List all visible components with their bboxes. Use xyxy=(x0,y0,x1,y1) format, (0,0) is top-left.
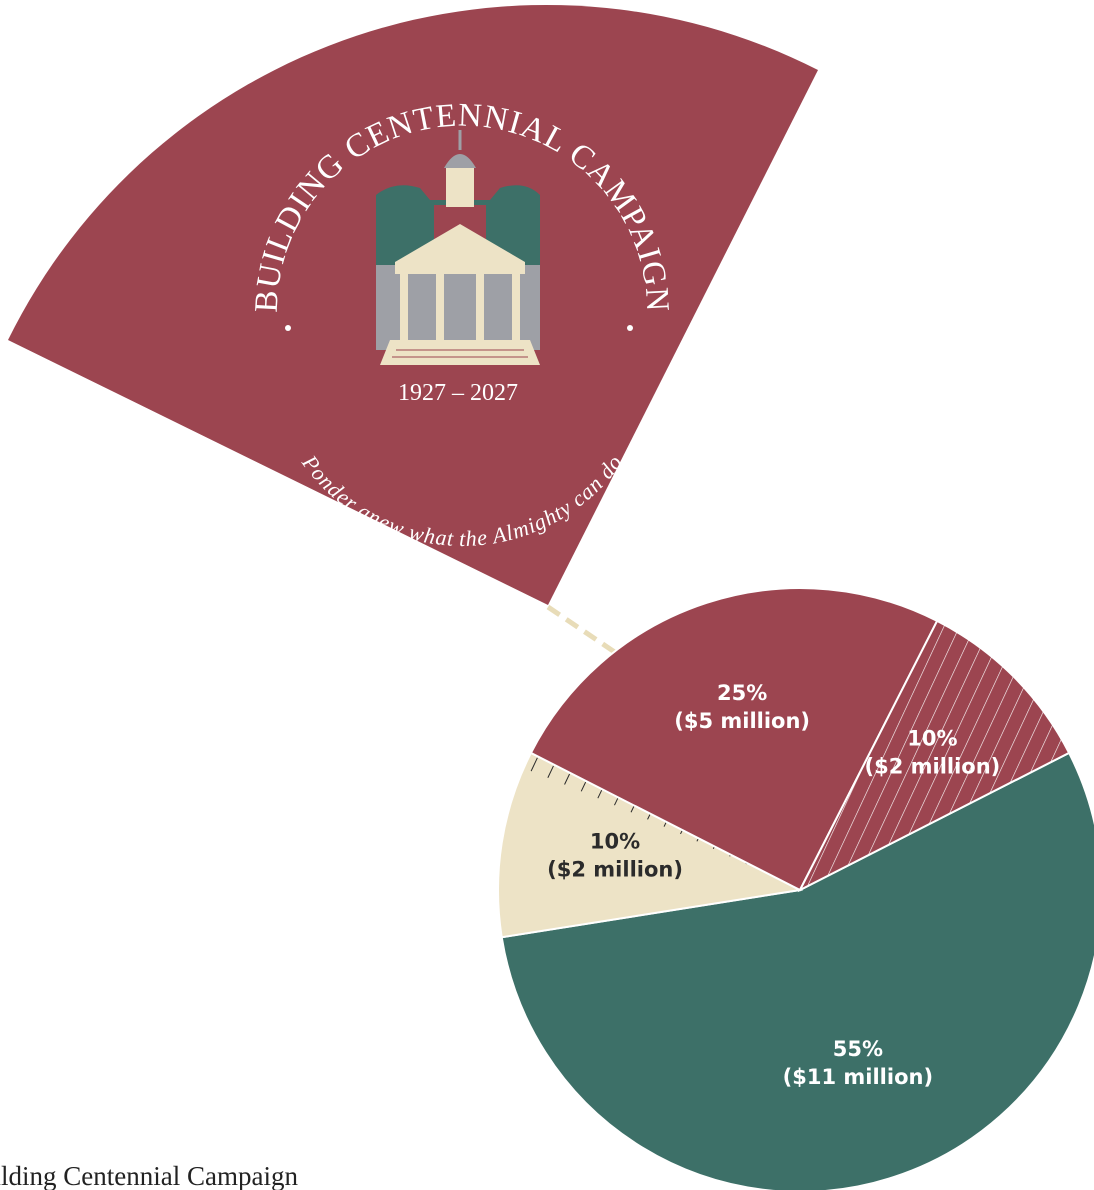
door xyxy=(450,300,470,341)
tick-decoration xyxy=(530,757,538,772)
tick-decoration xyxy=(680,830,683,835)
slice-amount: ($5 million) xyxy=(674,709,810,733)
slice-amount: ($2 million) xyxy=(547,858,683,882)
dot xyxy=(285,325,291,331)
entablature xyxy=(395,262,525,274)
tick-decoration xyxy=(663,822,667,827)
column xyxy=(436,274,444,340)
caption: Building Centennial Campaign xyxy=(0,1161,298,1190)
tick-decoration xyxy=(696,838,699,842)
pie-slice xyxy=(497,751,804,939)
belfry xyxy=(446,165,474,207)
tick-decoration xyxy=(597,789,603,799)
slice-percent: 10% xyxy=(907,727,957,751)
column xyxy=(512,274,520,340)
pie-slice xyxy=(797,619,1071,893)
tick-decoration xyxy=(647,814,651,820)
tick-decoration xyxy=(564,773,570,785)
slice-percent: 10% xyxy=(590,830,640,854)
tick-decoration xyxy=(630,806,635,813)
column xyxy=(400,274,408,340)
door xyxy=(414,305,430,341)
steps xyxy=(380,340,540,365)
emblem-years: 1927 – 2027 xyxy=(398,380,518,406)
pie: 55% ($11 million) 10% ($2 million) 25% ($5 mi… xyxy=(497,587,1094,1190)
column xyxy=(476,274,484,340)
pie-slice xyxy=(529,587,939,892)
slice-amount: ($2 million) xyxy=(865,755,1001,779)
tick-decoration xyxy=(547,765,554,778)
pediment xyxy=(395,224,525,262)
slice-percent: 25% xyxy=(717,681,767,705)
slice-amount: ($11 million) xyxy=(783,1065,933,1089)
door xyxy=(490,305,506,341)
tick-decoration xyxy=(614,798,619,806)
connector xyxy=(546,604,624,660)
slice-percent: 55% xyxy=(833,1037,883,1061)
dot xyxy=(627,325,633,331)
dome xyxy=(444,154,476,168)
pie-slice xyxy=(500,751,1094,1190)
tick-decoration xyxy=(580,781,587,792)
